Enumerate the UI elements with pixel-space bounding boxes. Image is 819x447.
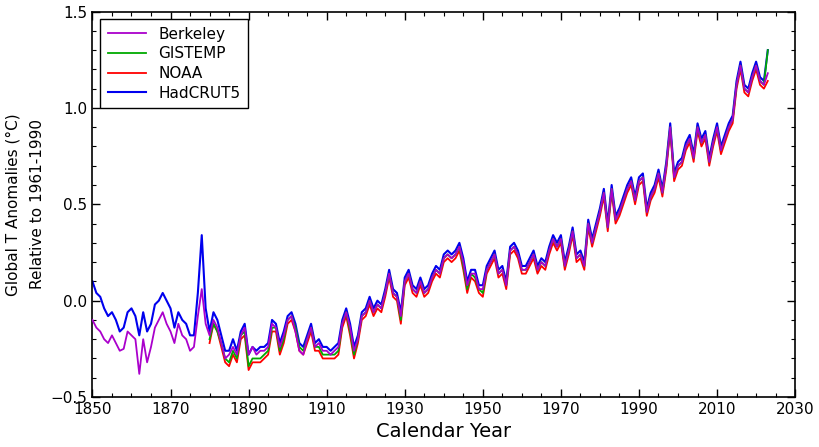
Berkeley (735, 63, 744, 68)
Berkeley (95, 329, 105, 334)
Berkeley (762, 71, 771, 76)
NOAA (735, 67, 744, 72)
GISTEMP (247, 356, 257, 361)
NOAA (606, 190, 616, 195)
NOAA (205, 340, 215, 346)
GISTEMP (243, 363, 253, 369)
Berkeley (590, 225, 600, 230)
HadCRUT5 (88, 278, 97, 284)
Line: HadCRUT5: HadCRUT5 (93, 50, 767, 354)
HadCRUT5 (95, 294, 105, 299)
GISTEMP (205, 337, 215, 342)
GISTEMP (290, 325, 300, 330)
Berkeley (134, 371, 144, 376)
NOAA (657, 194, 667, 199)
GISTEMP (664, 125, 674, 130)
Line: NOAA: NOAA (210, 69, 767, 370)
HadCRUT5 (454, 240, 464, 245)
Berkeley (536, 259, 545, 265)
Berkeley (161, 321, 171, 326)
Berkeley (115, 348, 124, 354)
HadCRUT5 (243, 352, 253, 357)
Line: GISTEMP: GISTEMP (210, 50, 767, 366)
Berkeley (88, 317, 97, 323)
NOAA (247, 360, 257, 365)
NOAA (290, 329, 300, 334)
HadCRUT5 (536, 256, 545, 261)
NOAA (762, 78, 771, 84)
Line: Berkeley: Berkeley (93, 66, 767, 374)
HadCRUT5 (762, 47, 771, 53)
Legend: Berkeley, GISTEMP, NOAA, HadCRUT5: Berkeley, GISTEMP, NOAA, HadCRUT5 (100, 19, 247, 108)
X-axis label: Calendar Year: Calendar Year (376, 422, 511, 442)
HadCRUT5 (157, 290, 167, 295)
GISTEMP (762, 47, 771, 53)
HadCRUT5 (115, 329, 124, 334)
NOAA (380, 294, 390, 299)
GISTEMP (606, 186, 616, 192)
NOAA (664, 128, 674, 134)
GISTEMP (657, 190, 667, 195)
NOAA (243, 367, 253, 373)
Y-axis label: Global T Anomalies (°C)
Relative to 1961-1990: Global T Anomalies (°C) Relative to 1961… (6, 113, 45, 295)
HadCRUT5 (590, 221, 600, 226)
GISTEMP (380, 290, 390, 295)
Berkeley (454, 244, 464, 249)
